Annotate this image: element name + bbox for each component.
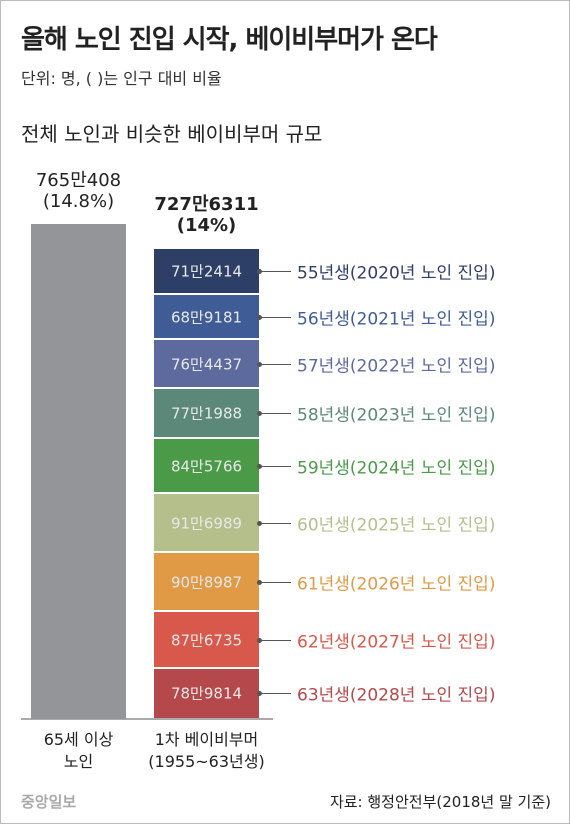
segment-name: 57년생(2022년 노인 진입)	[297, 356, 496, 377]
connector-line	[259, 639, 291, 641]
bar-segment	[154, 339, 259, 388]
bar-segment	[154, 494, 259, 552]
category-label: 1차 베이비부머 (1955~63년생)	[148, 730, 265, 771]
segment-label: 78만9814	[170, 684, 243, 703]
segment-name: 55년생(2020년 노인 진입)	[297, 263, 496, 284]
source: 자료: 행정안전부(2018년 말 기준)	[329, 793, 551, 811]
connector-line	[259, 316, 291, 318]
category-label: 65세 이상 노인	[43, 730, 114, 771]
segment-label: 91만6989	[170, 514, 243, 533]
segment-name: 61년생(2026년 노인 진입)	[297, 574, 496, 595]
subtitle: 단위: 명, ( )는 인구 대비 비율	[21, 69, 222, 88]
logo: 중앙일보	[21, 793, 77, 811]
chart-title: 올해 노인 진입 시작, 베이비부머가 온다	[21, 25, 438, 55]
bar-segment	[154, 295, 259, 338]
segment-label: 71만2414	[170, 262, 243, 281]
segment-name: 63년생(2028년 노인 진입)	[297, 685, 496, 706]
bar-segment	[154, 668, 259, 718]
segment-label: 90만8987	[170, 573, 243, 592]
segment-label: 77만1988	[170, 404, 243, 423]
bar-segment	[154, 249, 259, 294]
segment-name: 58년생(2023년 노인 진입)	[297, 405, 496, 426]
bar-segment	[154, 439, 259, 493]
segment-label: 76만4437	[170, 355, 243, 374]
bar-segment	[154, 612, 259, 667]
segment-label: 87만6735	[170, 631, 243, 650]
heading: 전체 노인과 비슷한 베이비부머 규모	[21, 122, 323, 146]
segment-name: 62년생(2027년 노인 진입)	[297, 632, 496, 653]
connector-line	[259, 465, 291, 467]
connector-line	[259, 581, 291, 583]
segment-label: 84만5766	[170, 457, 243, 476]
share-label: (14%)	[176, 215, 237, 237]
share-label: (14.8%)	[42, 191, 115, 212]
bar-segment	[154, 389, 259, 438]
bar	[31, 224, 126, 719]
segment-name: 56년생(2021년 노인 진입)	[297, 309, 496, 330]
connector-line	[259, 693, 291, 695]
baseline	[21, 718, 273, 720]
value-label: 727만6311	[154, 194, 259, 216]
value-label: 765만408	[35, 170, 122, 191]
connector-line	[259, 363, 291, 365]
segment-label: 68만9181	[170, 308, 243, 327]
segment-name: 60년생(2025년 노인 진입)	[297, 515, 496, 536]
bar-segment	[154, 553, 259, 611]
connector-line	[259, 522, 291, 524]
segment-name: 59년생(2024년 노인 진입)	[297, 458, 496, 479]
connector-line	[259, 413, 291, 415]
connector-line	[259, 271, 291, 273]
